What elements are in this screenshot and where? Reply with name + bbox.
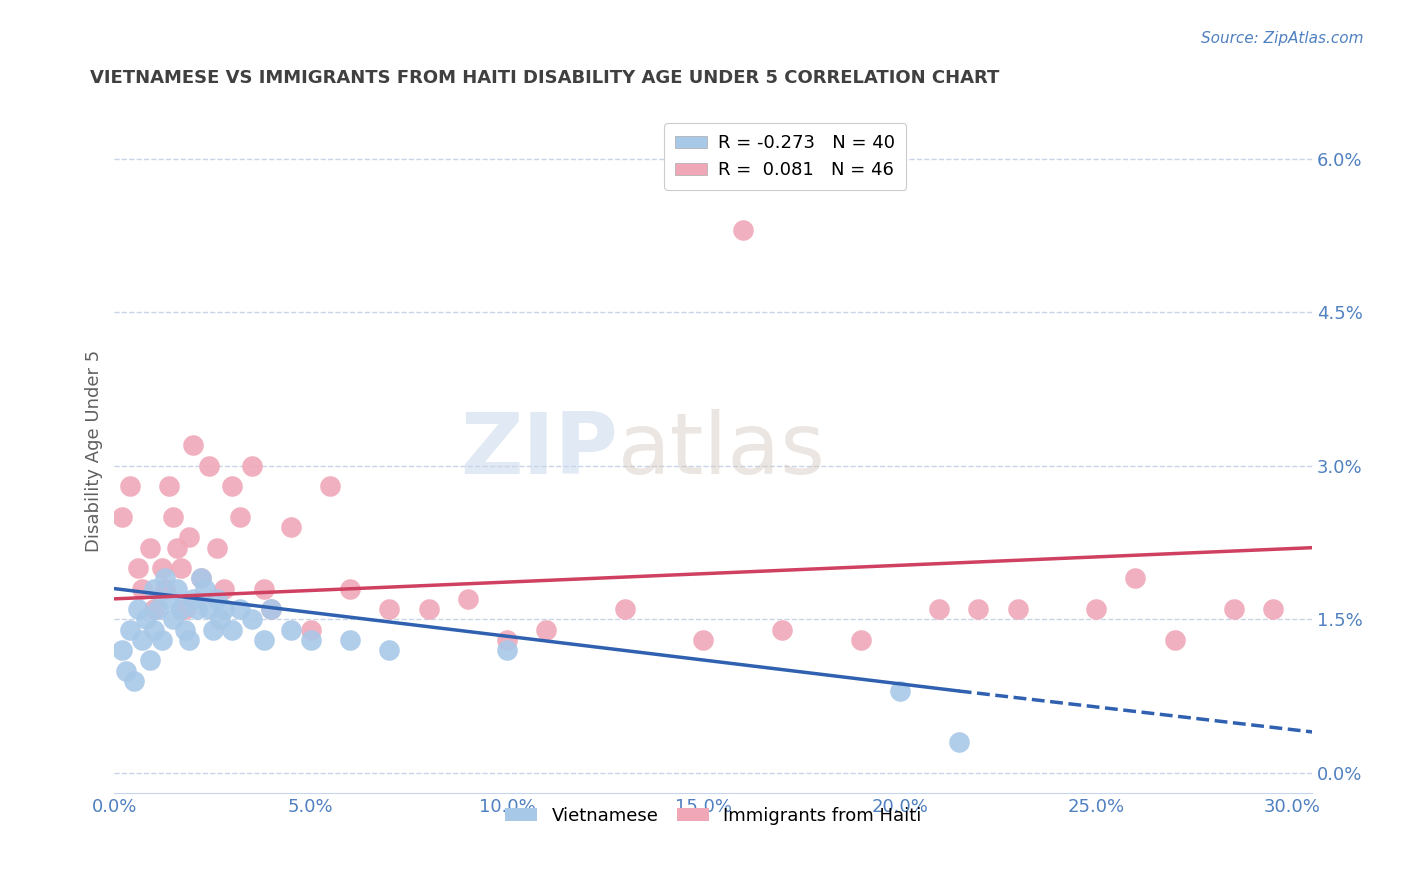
Point <box>240 612 263 626</box>
Point <box>177 632 200 647</box>
Point <box>229 510 252 524</box>
Point <box>127 602 149 616</box>
Point <box>1163 632 1185 647</box>
Point <box>253 582 276 596</box>
Text: VIETNAMESE VS IMMIGRANTS FROM HAITI DISABILITY AGE UNDER 5 CORRELATION CHART: VIETNAMESE VS IMMIGRANTS FROM HAITI DISA… <box>90 69 1000 87</box>
Point <box>115 664 138 678</box>
Point <box>496 643 519 657</box>
Y-axis label: Disability Age Under 5: Disability Age Under 5 <box>86 350 103 551</box>
Point <box>162 612 184 626</box>
Point <box>142 582 165 596</box>
Point <box>150 632 173 647</box>
Point <box>157 479 180 493</box>
Point <box>889 684 911 698</box>
Point <box>299 623 322 637</box>
Point <box>280 623 302 637</box>
Point <box>131 632 153 647</box>
Point <box>1085 602 1108 616</box>
Point <box>496 632 519 647</box>
Point <box>240 458 263 473</box>
Point <box>253 632 276 647</box>
Point <box>181 438 204 452</box>
Point <box>229 602 252 616</box>
Point <box>120 479 142 493</box>
Point <box>201 623 224 637</box>
Point <box>186 602 208 616</box>
Point <box>339 632 361 647</box>
Point <box>967 602 990 616</box>
Point <box>142 623 165 637</box>
Point <box>155 571 177 585</box>
Point <box>536 623 558 637</box>
Point <box>1261 602 1284 616</box>
Point <box>190 571 212 585</box>
Point <box>181 591 204 606</box>
Point <box>1007 602 1029 616</box>
Point <box>127 561 149 575</box>
Point <box>339 582 361 596</box>
Point <box>731 223 754 237</box>
Point <box>613 602 636 616</box>
Point <box>260 602 283 616</box>
Text: atlas: atlas <box>617 409 825 491</box>
Point <box>214 582 236 596</box>
Legend: Vietnamese, Immigrants from Haiti: Vietnamese, Immigrants from Haiti <box>498 800 929 832</box>
Point <box>214 602 236 616</box>
Point <box>280 520 302 534</box>
Point <box>221 623 243 637</box>
Point <box>299 632 322 647</box>
Point <box>177 531 200 545</box>
Point <box>174 623 197 637</box>
Point <box>209 612 232 626</box>
Point <box>221 479 243 493</box>
Point <box>770 623 793 637</box>
Point <box>205 541 228 555</box>
Point <box>111 510 134 524</box>
Point <box>166 582 188 596</box>
Point <box>139 653 162 667</box>
Point <box>948 735 970 749</box>
Point <box>378 643 401 657</box>
Point <box>131 582 153 596</box>
Point <box>692 632 714 647</box>
Point <box>150 561 173 575</box>
Point <box>162 510 184 524</box>
Point <box>197 602 219 616</box>
Point <box>166 541 188 555</box>
Point <box>1222 602 1244 616</box>
Point <box>190 571 212 585</box>
Point <box>120 623 142 637</box>
Point <box>170 602 193 616</box>
Point <box>157 591 180 606</box>
Point <box>849 632 872 647</box>
Point <box>174 602 197 616</box>
Text: Source: ZipAtlas.com: Source: ZipAtlas.com <box>1201 31 1364 46</box>
Point <box>194 582 217 596</box>
Point <box>122 673 145 688</box>
Point <box>1125 571 1147 585</box>
Text: ZIP: ZIP <box>460 409 617 491</box>
Point <box>205 591 228 606</box>
Point <box>260 602 283 616</box>
Point <box>146 602 169 616</box>
Point <box>142 602 165 616</box>
Point <box>170 561 193 575</box>
Point <box>155 582 177 596</box>
Point <box>457 591 479 606</box>
Point <box>418 602 440 616</box>
Point <box>319 479 342 493</box>
Point <box>928 602 950 616</box>
Point <box>378 602 401 616</box>
Point <box>197 458 219 473</box>
Point <box>111 643 134 657</box>
Point <box>139 541 162 555</box>
Point <box>135 612 157 626</box>
